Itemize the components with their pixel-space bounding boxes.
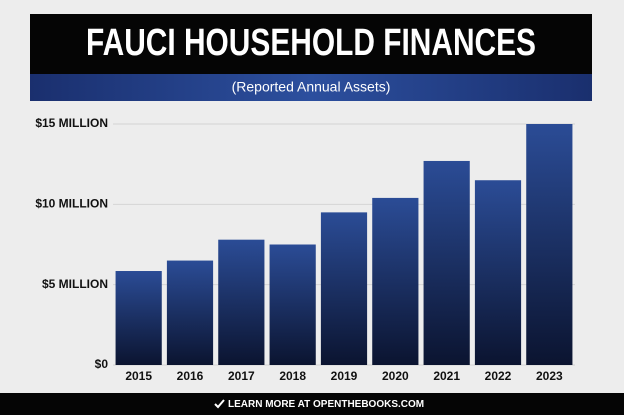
x-tick-label: 2016 [177,369,204,383]
y-tick-label: $10 MILLION [35,197,108,211]
x-tick-label: 2023 [536,369,563,383]
chart-subtitle: (Reported Annual Assets) [232,79,391,95]
bar [372,197,419,365]
subtitle-banner [30,74,592,101]
x-tick-label: 2022 [485,369,512,383]
x-tick-label: 2019 [331,369,358,383]
y-tick-label: $15 MILLION [35,116,108,130]
bar [526,124,573,365]
x-tick-label: 2021 [433,369,460,383]
chart-title: FAUCI HOUSEHOLD FINANCES [86,22,536,64]
bar [423,160,470,365]
x-tick-label: 2020 [382,369,409,383]
x-tick-label: 2017 [228,369,255,383]
footer-text: LEARN MORE AT OPENTHEBOOKS.COM [228,399,424,410]
x-tick-label: 2018 [279,369,306,383]
bar [269,244,316,365]
y-tick-label: $0 [95,357,109,371]
bar [320,212,368,365]
x-tick-label: 2015 [125,369,152,383]
bar [218,239,265,365]
title-banner [30,14,592,74]
bar [115,271,162,365]
bar [474,180,522,365]
check-icon [214,399,225,409]
y-tick-label: $5 MILLION [42,277,108,291]
bar [166,260,214,365]
footer-banner [0,393,624,415]
